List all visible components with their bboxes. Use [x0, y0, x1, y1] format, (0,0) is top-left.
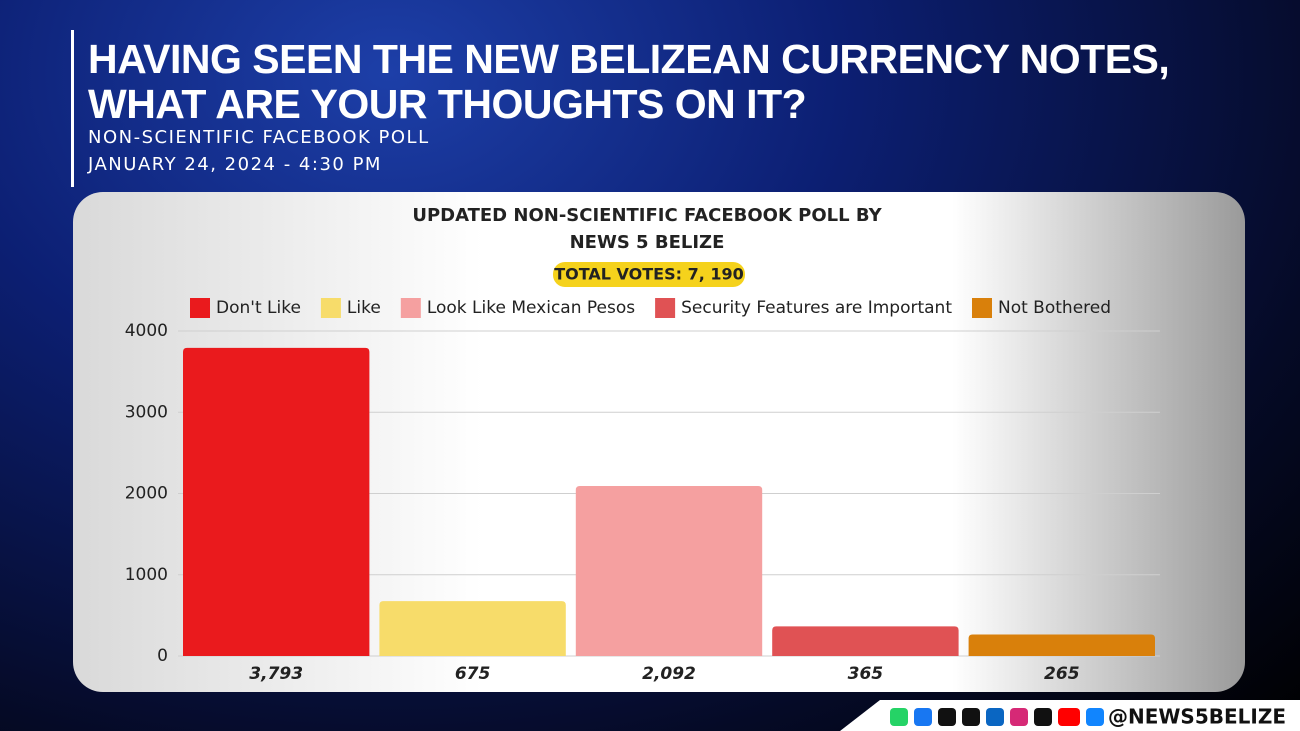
- y-tick-label: 1000: [125, 565, 168, 585]
- accent-bar: [71, 30, 74, 187]
- chart-title: UPDATED NON-SCIENTIFIC FACEBOOK POLL BY …: [412, 205, 882, 253]
- legend-swatch: [190, 298, 210, 318]
- legend-swatch: [972, 298, 992, 318]
- social-icons: [890, 708, 1104, 726]
- legend-label: Security Features are Important: [681, 298, 952, 318]
- subtitle: JANUARY 24, 2024 - 4:30 PM: [88, 154, 382, 175]
- value-label: 675: [455, 664, 491, 684]
- bar: [183, 347, 370, 656]
- value-label: 365: [848, 664, 884, 684]
- value-label: 265: [1044, 664, 1080, 684]
- headline: HAVING SEEN THE NEW BELIZEAN CURRENCY NO…: [88, 36, 1170, 82]
- legend-swatch: [400, 298, 421, 318]
- legend-swatch: [320, 298, 341, 318]
- legend-swatch: [655, 298, 676, 318]
- annotation: TOTAL VOTES: 7, 190: [554, 265, 744, 284]
- footer-handle: @NEWS5BELIZE: [1108, 705, 1286, 729]
- y-tick-label: 2000: [125, 484, 168, 504]
- subtitle: NON-SCIENTIFIC FACEBOOK POLL: [88, 127, 430, 148]
- bar: [379, 601, 566, 656]
- legend-label: Look Like Mexican Pesos: [427, 298, 635, 318]
- bar: [772, 626, 959, 656]
- legend-label: Not Bothered: [998, 298, 1111, 318]
- y-tick-label: 4000: [125, 321, 168, 341]
- y-tick-label: 0: [157, 646, 168, 666]
- legend-label: Don't Like: [216, 298, 301, 318]
- y-tick-label: 3000: [125, 402, 168, 422]
- headline: WHAT ARE YOUR THOUGHTS ON IT?: [88, 81, 807, 127]
- value-label: 2,092: [642, 664, 696, 684]
- value-label: 3,793: [249, 664, 303, 684]
- annotation-pill: [553, 262, 745, 287]
- bar: [968, 634, 1155, 656]
- bar: [575, 486, 763, 656]
- legend-label: Like: [347, 298, 381, 318]
